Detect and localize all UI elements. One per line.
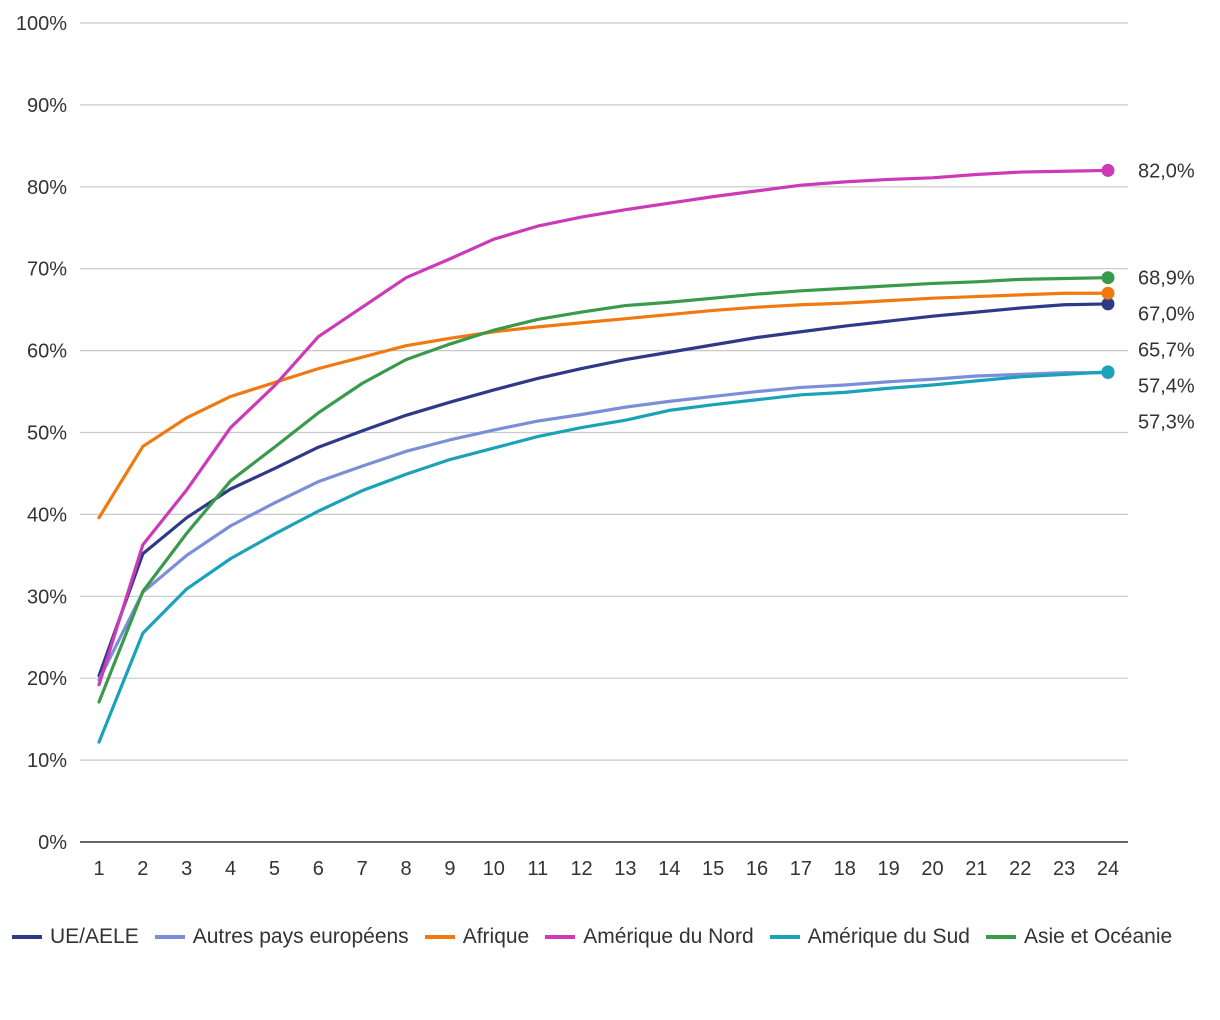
x-tick-label: 11 [527, 858, 548, 880]
y-tick-label: 60% [27, 341, 67, 363]
legend-swatch [545, 935, 576, 939]
x-tick-label: 1 [93, 858, 104, 880]
x-tick-label: 16 [746, 858, 768, 880]
legend-label: Asie et Océanie [1023, 925, 1173, 948]
y-tick-label: 90% [27, 95, 67, 117]
x-tick-label: 2 [137, 858, 148, 880]
x-tick-label: 15 [702, 858, 724, 880]
legend-swatch [985, 935, 1016, 939]
legend-item: Amérique du Nord [545, 922, 754, 952]
series-end-label: 57,4% [1138, 376, 1195, 398]
legend-item: Amérique du Sud [769, 922, 970, 952]
x-tick-label: 8 [401, 858, 412, 880]
y-tick-label: 0% [38, 832, 67, 854]
legend-item: UE/AELE [12, 922, 139, 952]
series-end-marker [1101, 163, 1115, 177]
series-end-label: 82,0% [1138, 160, 1195, 182]
y-tick-label: 100% [16, 13, 67, 35]
series-end-label: 67,0% [1138, 304, 1195, 326]
x-tick-label: 22 [1009, 858, 1031, 880]
series-end-label: 57,3% [1138, 412, 1195, 434]
x-tick-label: 18 [834, 858, 856, 880]
legend-label: Amérique du Nord [583, 925, 754, 948]
x-tick-label: 12 [570, 858, 592, 880]
y-tick-label: 70% [27, 259, 67, 281]
legend-label: Autres pays européens [192, 925, 409, 948]
series-line [97, 168, 1110, 687]
y-tick-label: 40% [27, 504, 67, 526]
legend-label: Amérique du Sud [807, 925, 970, 948]
grid-lines [80, 22, 1128, 761]
series-end-label: 65,7% [1138, 340, 1195, 362]
x-tick-label: 17 [790, 858, 812, 880]
x-tick-label: 24 [1097, 858, 1119, 880]
y-tick-label: 80% [27, 177, 67, 199]
x-tick-label: 21 [965, 858, 987, 880]
series-line [97, 276, 1110, 704]
x-axis-tick-labels: 1 2 3 4 5 6 7 8 9 10 11 12 13 14 15 16 17 18 19 20 21 22 23 24 [93, 858, 1119, 880]
legend-item: Autres pays européens [154, 922, 409, 952]
chart-legend: UE/AELE Autres pays européens Afrique Améri… [12, 922, 1202, 952]
x-tick-label: 19 [878, 858, 900, 880]
legend-swatch [424, 935, 455, 939]
series-end-marker [1101, 271, 1115, 285]
x-tick-label: 20 [921, 858, 943, 880]
legend-swatch [769, 935, 800, 939]
y-axis-tick-labels: 0% 10% 20% 30% 40% 50% 60% 70% 80% 90% 100% [16, 13, 67, 854]
series-end-marker [1101, 297, 1115, 311]
series-end-label: 68,9% [1138, 268, 1195, 290]
x-tick-label: 9 [444, 858, 455, 880]
series-lines [97, 168, 1110, 744]
series-line [97, 302, 1110, 678]
legend-swatch [154, 935, 185, 939]
x-tick-label: 14 [658, 858, 680, 880]
x-tick-label: 7 [357, 858, 368, 880]
series-line [97, 291, 1110, 520]
x-tick-label: 13 [614, 858, 636, 880]
series-line [97, 370, 1110, 744]
y-tick-label: 50% [27, 423, 67, 445]
x-tick-label: 6 [313, 858, 324, 880]
y-tick-label: 10% [27, 750, 67, 772]
x-tick-label: 5 [269, 858, 280, 880]
legend-swatch [12, 935, 42, 939]
series-line [97, 371, 1110, 682]
y-tick-label: 30% [27, 586, 67, 608]
x-tick-label: 3 [181, 858, 192, 880]
series-end-marker [1101, 286, 1115, 300]
legend-item: Afrique [424, 922, 530, 952]
legend-label: UE/AELE [50, 925, 139, 948]
legend-item: Asie et Océanie [985, 922, 1173, 952]
series-end-marker [1101, 365, 1115, 379]
series-end-labels: 82,0% 68,9% 67,0% 65,7% 57,4% 57,3% [1138, 160, 1195, 433]
y-tick-label: 20% [27, 668, 67, 690]
x-tick-label: 23 [1053, 858, 1075, 880]
series-end-markers [1101, 163, 1115, 380]
x-tick-label: 10 [483, 858, 505, 880]
legend-label: Afrique [462, 925, 530, 948]
x-tick-label: 4 [225, 858, 236, 880]
